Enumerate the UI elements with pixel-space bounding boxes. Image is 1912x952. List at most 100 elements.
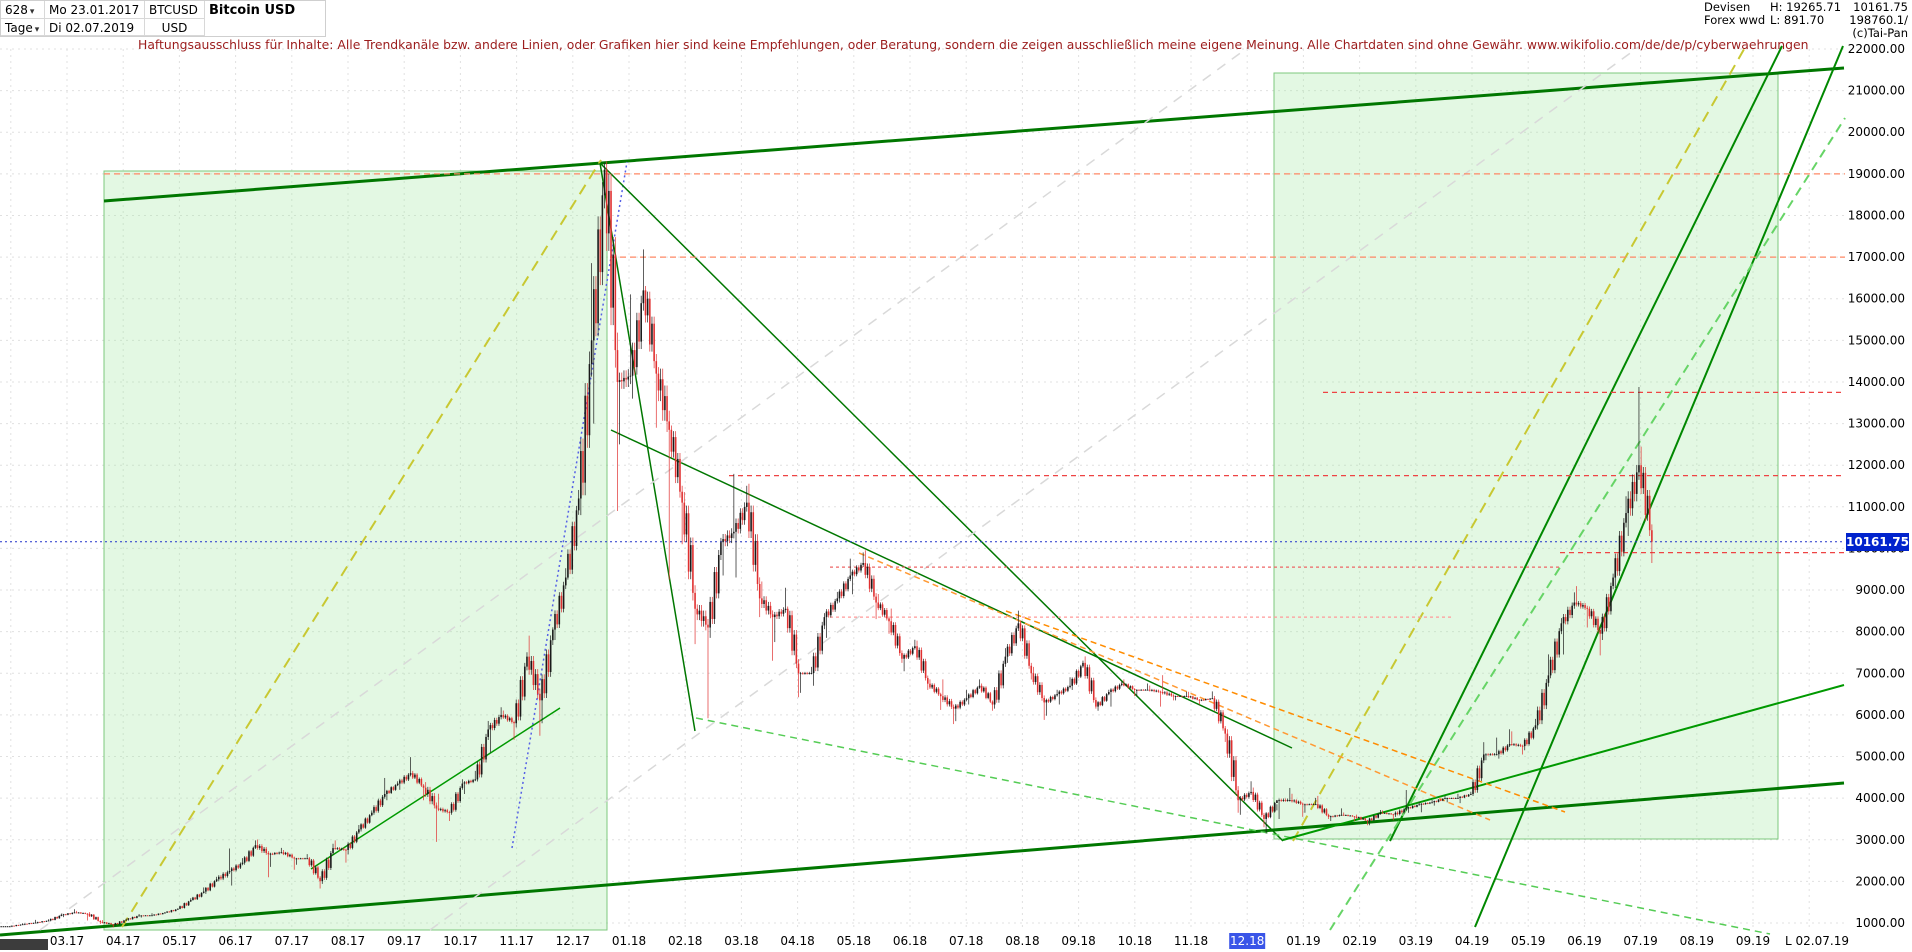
highlight-regions [103,72,1779,931]
y-axis-label: 6000.00 [1855,708,1905,722]
decline-2018-orange-line[interactable] [858,552,1491,821]
x-axis-label: 01.18 [612,934,646,948]
chart-title: Bitcoin USD [209,3,296,18]
steep-2019-line-b[interactable] [1474,45,1844,928]
x-axis-label: 12.18 [1230,934,1264,948]
y-axis-label: 19000.00 [1848,167,1905,181]
start-date-label: Mo 23.01.2017 [45,1,145,19]
dropdown-arrow-icon: ▾ [34,25,40,35]
market-label: Devisen [1704,0,1751,14]
bottom-support-dashed-line[interactable] [695,717,1771,935]
y-axis-label: 20000.00 [1848,125,1905,139]
axis-labels: 22000.00 21000.00 20000.00 19000.00 18000.00… [50,42,1905,949]
lower-channel-line[interactable] [0,781,1845,937]
y-axis-label: 9000.00 [1855,583,1905,597]
upper-channel-line[interactable] [103,66,1845,203]
x-axis-label: 07.17 [275,934,309,948]
x-axis-label: 04.18 [780,934,814,948]
breakdown-2018-orange-line[interactable] [1005,610,1566,813]
session-low-label: L: 891.70 [1770,13,1825,27]
x-axis-label: 09.19 [1736,934,1770,948]
quote-block: Devisen H: 19265.71 10161.75 Forex wwd L… [1704,1,1908,40]
y-axis-label: 5000.00 [1855,750,1905,764]
resistance-2018-line[interactable] [610,429,1293,749]
x-axis-label: 01.19 [1286,934,1320,948]
rally-2017-trendline[interactable] [121,159,602,928]
dropdown-arrow-icon: ▾ [29,7,35,17]
x-axis-label: 05.17 [162,934,196,948]
end-date-label: Di 02.07.2019 [45,19,145,36]
y-axis-label: 17000.00 [1848,250,1905,264]
x-axis-label: 10.17 [443,934,477,948]
y-axis-label: 2000.00 [1855,874,1905,888]
quote-volume: 198760.1/ [1849,13,1908,27]
steep-2019-line-a[interactable] [1389,45,1783,842]
trend-lines [0,43,1846,937]
x-axis-label: 03.19 [1399,934,1433,948]
disclaimer-text: Haftungsausschluss für Inhalte: Alle Tre… [138,37,1809,52]
x-axis-label: 07.19 [1623,934,1657,948]
y-axis-label: 4000.00 [1855,791,1905,805]
last-price-tag: 10161.75 [1846,533,1910,551]
y-axis-label: 14000.00 [1848,375,1905,389]
x-axis-label: 03.17 [50,934,84,948]
highlight-region-2017 [103,170,608,931]
x-axis-label: 10.18 [1118,934,1152,948]
x-axis-label: 06.18 [893,934,927,948]
parallel-gray-line-a[interactable] [39,45,1251,931]
peak-to-bottom-line[interactable] [599,162,1284,842]
y-axis-label: 15000.00 [1848,333,1905,347]
y-axis-label: 13000.00 [1848,417,1905,431]
x-axis-label: 05.19 [1511,934,1545,948]
y-axis-label: 11000.00 [1848,500,1905,514]
x-axis-label: 09.17 [387,934,421,948]
x-axis-label: 11.17 [499,934,533,948]
support-2019-line[interactable] [1282,684,1845,841]
period-dropdown[interactable]: Tage ▾ [1,19,45,36]
header-spacer [205,19,325,36]
y-axis-label: 21000.00 [1848,84,1905,98]
highlight-region-2019 [1273,72,1779,840]
parallel-gray-line-b[interactable] [429,45,1641,931]
steep-2019-dashed-line[interactable] [1329,117,1846,931]
x-axis-label: 09.18 [1061,934,1095,948]
x-axis-label: 06.17 [218,934,252,948]
y-axis-label: 1000.00 [1855,916,1905,930]
x-axis-label: 02.19 [1342,934,1376,948]
copyright-label: (c)Tai-Pan [1852,26,1908,40]
y-axis-label: 16000.00 [1848,292,1905,306]
x-axis-label: 07.18 [949,934,983,948]
rally-2017-blue-dotted-line[interactable] [511,161,628,849]
x-axis-label: 12.17 [556,934,590,948]
y-axis-label: 18000.00 [1848,208,1905,222]
x-axis-label: 06.19 [1567,934,1601,948]
last-date-label: L 02.07.19 [1785,934,1849,948]
x-axis-label: 04.19 [1455,934,1489,948]
symbol-label: BTCUSD [145,1,205,19]
x-axis-label: 08.17 [331,934,365,948]
chart-header: 628 ▾ Mo 23.01.2017 BTCUSD Bitcoin USD Ta… [0,0,1912,40]
candlestick-series [0,161,1653,928]
x-axis-label: 04.17 [106,934,140,948]
h-scrollbar-thumb[interactable] [0,939,48,950]
currency-label: USD [145,19,205,36]
y-axis-label: 12000.00 [1848,458,1905,472]
x-axis-label: 08.18 [1005,934,1039,948]
x-axis-highlight [1229,933,1266,949]
x-axis-label: 03.18 [724,934,758,948]
x-axis-label: 02.18 [668,934,702,948]
session-high-label: H: 19265.71 [1770,0,1842,14]
rally-2019-trendline[interactable] [1292,43,1748,842]
feed-label: Forex wwd [1704,13,1766,27]
x-axis-label: 08.19 [1680,934,1714,948]
y-axis-label: 22000.00 [1848,42,1905,56]
period-value: Tage [5,21,33,35]
bars-count-value: 628 [5,3,28,17]
y-axis-label: 8000.00 [1855,625,1905,639]
x-axis-label: 05.18 [837,934,871,948]
bars-count-dropdown[interactable]: 628 ▾ [1,1,45,19]
x-axis-label: 11.18 [1174,934,1208,948]
y-axis-label: 7000.00 [1855,666,1905,680]
